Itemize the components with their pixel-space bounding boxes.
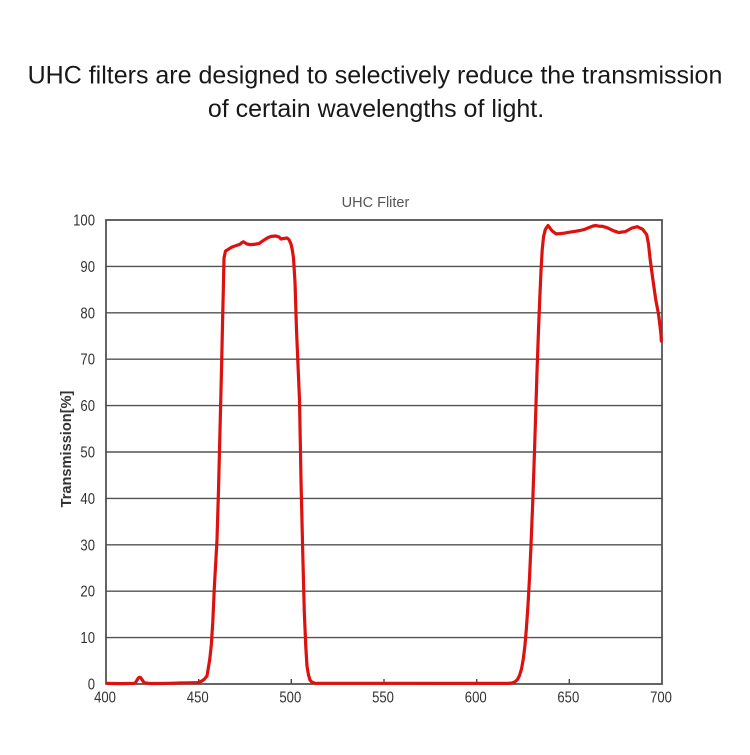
svg-text:50: 50 (80, 445, 95, 462)
svg-text:400: 400 (94, 690, 116, 707)
svg-text:650: 650 (557, 690, 579, 707)
svg-text:40: 40 (80, 491, 95, 508)
svg-text:500: 500 (279, 690, 301, 707)
svg-text:30: 30 (80, 537, 95, 554)
svg-text:70: 70 (80, 352, 95, 369)
svg-text:0: 0 (88, 677, 95, 694)
svg-text:10: 10 (80, 630, 95, 647)
svg-text:450: 450 (187, 690, 209, 707)
svg-text:550: 550 (372, 690, 394, 707)
svg-text:Transmission[%]: Transmission[%] (59, 390, 75, 507)
svg-text:700: 700 (650, 690, 672, 707)
svg-text:90: 90 (80, 259, 95, 276)
svg-text:UHC Fliter: UHC Fliter (342, 195, 410, 211)
svg-text:600: 600 (465, 690, 487, 707)
svg-text:100: 100 (73, 213, 95, 230)
svg-text:80: 80 (80, 305, 95, 322)
svg-text:of certain wavelengths of ligh: of certain wavelengths of light. (208, 95, 544, 123)
svg-text:60: 60 (80, 398, 95, 415)
svg-text:20: 20 (80, 584, 95, 601)
svg-text:UHC filters are designed to se: UHC filters are designed to selectively … (28, 62, 723, 90)
